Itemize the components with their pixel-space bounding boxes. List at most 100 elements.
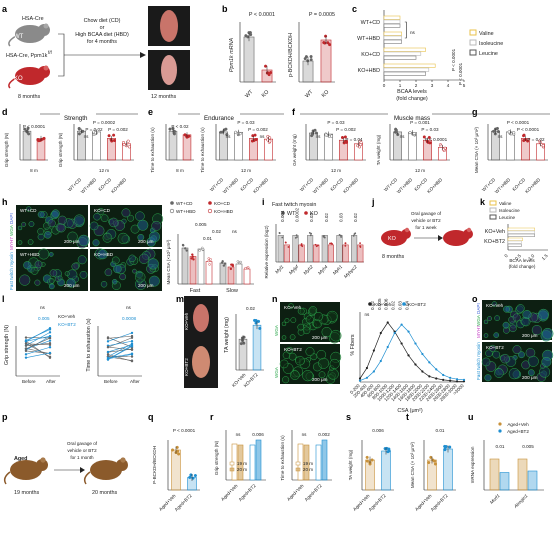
i-bar-ko-4 xyxy=(343,245,349,262)
panels-q-to-u-charts: P < 0.0001P-BCKDH/BCKDHAged+VehAged+BT2A… xyxy=(152,422,544,512)
u-legend-aged: Aged+Veh xyxy=(507,422,529,427)
l-left-veh-after-5 xyxy=(49,342,51,344)
h-texture-cell-25 xyxy=(38,211,44,217)
l-left-veh-before-0 xyxy=(25,336,27,338)
c-ns: ns xyxy=(410,30,416,35)
d-right-dot-0-0 xyxy=(78,133,81,136)
h-bar-0-1 xyxy=(190,257,196,285)
r-right-bar20-1 xyxy=(322,440,327,480)
r-right-legend-19-swatch xyxy=(296,462,300,465)
panel-letter-s: s xyxy=(346,412,351,422)
n-dot-veh-4 xyxy=(387,321,389,323)
c-bar-0-2 xyxy=(384,24,400,27)
o-texture-cell-16 xyxy=(538,309,548,319)
d-right-dot-0-4 xyxy=(78,128,81,131)
panel-letter-b: b xyxy=(222,4,228,14)
h-stain-2: MYH7 xyxy=(9,237,14,250)
panel-i: Fast twitch myosin WT KO 0.004Myl10.0002… xyxy=(264,202,364,279)
u-legend-aged-swatch xyxy=(498,422,501,425)
l-legend-veh: KO+Veh xyxy=(58,314,76,319)
f-right-p2: P = 0.03 xyxy=(421,127,439,132)
m-label-bt2: KO+BT2 xyxy=(184,358,189,376)
o-texture-cell-41 xyxy=(485,374,492,381)
o-texture-cell-7 xyxy=(494,333,499,338)
r-right-bar19-1 xyxy=(316,445,321,480)
panel-letter-n: n xyxy=(272,294,278,304)
i-dot-wt-0-1 xyxy=(281,237,283,239)
o-scale-1: 200 μm xyxy=(522,333,538,338)
h-texture-cell-49 xyxy=(138,220,148,230)
c-tick-label-1: 1 xyxy=(399,83,402,88)
f-left-ns: ns xyxy=(316,134,322,139)
n-dot-veh-2 xyxy=(373,349,375,351)
l-left-bt2-before-5 xyxy=(25,340,27,342)
s-p: 0.006 xyxy=(372,428,384,433)
panel-o: KO+Veh KO+BT2 200 μm 200 μm Fast twitch … xyxy=(476,300,553,382)
c-bar-2-2 xyxy=(384,56,416,59)
b-left-x-wt: WT xyxy=(244,89,255,100)
h-texture-cell-17 xyxy=(44,231,51,238)
n-scale-1: 200 μm xyxy=(312,335,328,340)
h-dot-0-0-1 xyxy=(186,250,188,252)
l-right-veh-after-5 xyxy=(131,360,133,362)
h-texture-cell-74 xyxy=(72,263,79,270)
m-p: 0.02 xyxy=(246,306,255,311)
i-bar-wt-5 xyxy=(351,235,357,262)
i-gene-5: Mybpc2 xyxy=(343,264,358,279)
endurance-header: Endurance xyxy=(204,115,234,122)
e-right-dot-1-3 xyxy=(234,131,237,134)
n-texture-cell-52 xyxy=(280,360,288,368)
h-x-fast: Fast xyxy=(190,288,201,294)
l-left-veh-before-6 xyxy=(25,342,27,344)
n-dot-bt2-2 xyxy=(373,370,375,372)
f-right-p1: P = 0.001 xyxy=(410,120,430,125)
l-right-veh-line-7 xyxy=(108,336,132,338)
n-legend-bt2: KO+BT2 xyxy=(408,302,426,307)
panel-n: KO+Veh KO+BT2 WGA WGA 200 μm 200 μm 0.02… xyxy=(274,298,465,414)
h-texture-cell-52 xyxy=(90,222,98,230)
l-left-veh-before-3 xyxy=(25,350,27,352)
e-right-age: 12 m xyxy=(241,168,251,173)
f-right-bar-1 xyxy=(408,133,416,160)
r-right-xtick-1: Aged+BT2 xyxy=(304,483,323,502)
c-legend-leucine: Leucine xyxy=(479,51,498,57)
f-right-age: 12 m xyxy=(415,168,425,173)
n-legend-veh: KO+Veh xyxy=(374,302,392,307)
h-legend-2: KO+CD xyxy=(214,201,231,206)
h-texture-cell-71 xyxy=(31,267,38,274)
c-bar-3-1 xyxy=(384,68,429,71)
i-p-1: 0.0002 xyxy=(295,208,300,222)
b-left-dot-1-4 xyxy=(264,65,267,68)
h-bar-1-2 xyxy=(236,264,242,284)
e-right-ns2: ns xyxy=(260,134,266,139)
h-dot-1-0-0 xyxy=(224,263,226,265)
r-left-bar20-1 xyxy=(256,440,261,480)
o-texture-cell-22 xyxy=(523,310,532,319)
wt-genotype-label: HSA-Cre xyxy=(22,16,44,22)
n-texture-cell-0 xyxy=(282,322,286,326)
o-texture-cell-31 xyxy=(493,351,500,358)
b-right-dot-0-2 xyxy=(305,55,308,58)
ko-muscle-icon xyxy=(161,55,177,85)
c-bar-1-0 xyxy=(384,32,402,35)
n-label-veh: KO+Veh xyxy=(284,305,302,310)
r-left-bar19-1 xyxy=(250,445,255,480)
c-bar-0-0 xyxy=(384,16,400,19)
f-left-p1: P = 0.03 xyxy=(327,120,345,125)
c-bar-3-2 xyxy=(384,72,426,75)
h-texture-cell-72 xyxy=(80,271,87,278)
h-dot-1-2-1 xyxy=(240,261,242,263)
i-p-5: 0.02 xyxy=(353,213,358,222)
e-left-age: 8 m xyxy=(176,168,184,173)
k-xlabel: BCAA levels xyxy=(509,258,535,263)
h-texture-cell-27 xyxy=(18,240,22,244)
p-aged-treated-mouse-icon xyxy=(85,457,128,484)
panel-i-chart: 0.004Myl10.0002Mylpf0.03Myh20.02Myh40.03… xyxy=(274,208,364,280)
l-right-veh-after-6 xyxy=(131,349,133,351)
h-texture-cell-42 xyxy=(122,209,130,217)
l-right-p: 0.0008 xyxy=(122,316,136,321)
n-dot-bt2-13 xyxy=(449,377,451,379)
h-stain-3: WGA xyxy=(9,224,14,236)
r-left-xtick-1: Aged+BT2 xyxy=(238,483,257,502)
